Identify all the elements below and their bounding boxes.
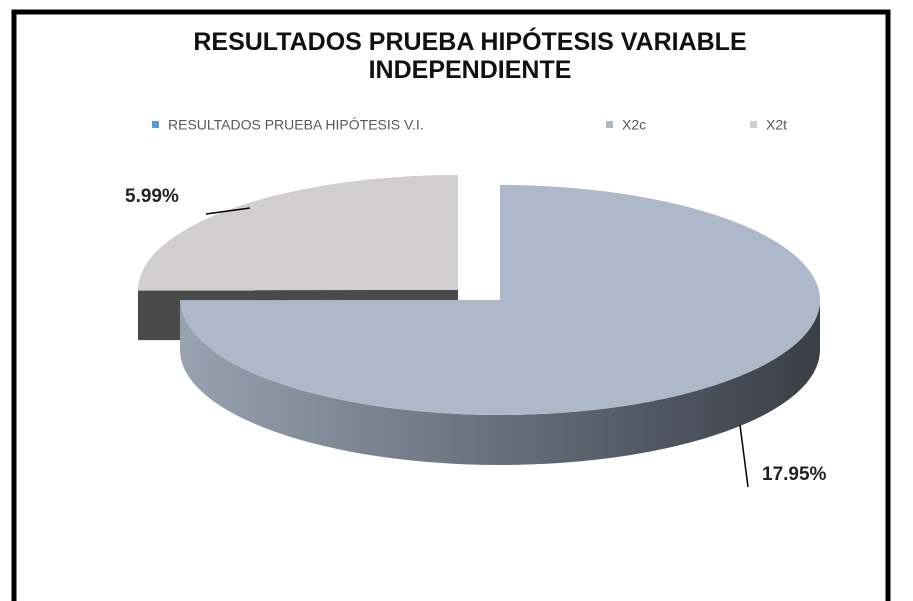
- chart-title: RESULTADOS PRUEBA HIPÓTESIS VARIABLE IND…: [193, 28, 747, 84]
- legend-marker: [152, 121, 159, 128]
- leader-line: [739, 424, 749, 488]
- legend-label: RESULTADOS PRUEBA HIPÓTESIS V.I.: [168, 117, 424, 133]
- legend-marker: [750, 121, 757, 128]
- leader-line: [205, 207, 251, 215]
- legend-marker: [606, 121, 613, 128]
- legend-label: X2c: [622, 117, 646, 133]
- slice-side: [180, 300, 821, 465]
- pie-slice: [180, 185, 821, 415]
- legend-label: X2t: [766, 117, 787, 133]
- pie-slice: [138, 174, 458, 291]
- data-label: 5.99%: [125, 186, 179, 207]
- data-label: 17.95%: [762, 464, 827, 485]
